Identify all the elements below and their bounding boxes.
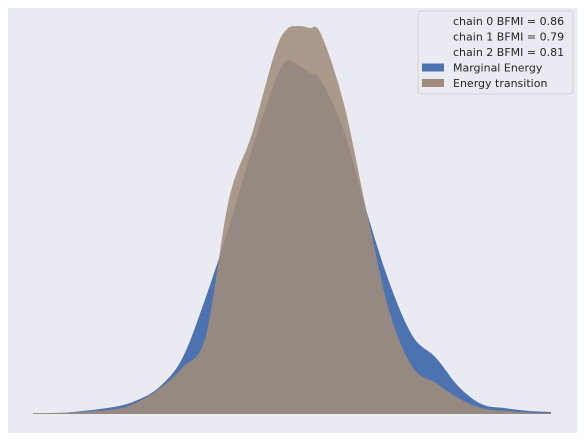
legend-label-4: Energy transition	[453, 77, 547, 90]
legend-label-3: Marginal Energy	[453, 62, 543, 75]
legend-label-1: chain 1 BFMI = 0.79	[453, 31, 564, 44]
legend-label-0: chain 0 BFMI = 0.86	[453, 15, 564, 28]
legend-swatch-3	[422, 63, 444, 72]
legend-swatch-4	[422, 79, 444, 87]
legend: chain 0 BFMI = 0.86 chain 1 BFMI = 0.79 ch…	[417, 10, 574, 95]
legend-label-2: chain 2 BFMI = 0.81	[453, 46, 564, 59]
legend-box	[417, 10, 574, 95]
series-layer	[33, 25, 551, 415]
series-area-energy-transition	[33, 25, 551, 414]
